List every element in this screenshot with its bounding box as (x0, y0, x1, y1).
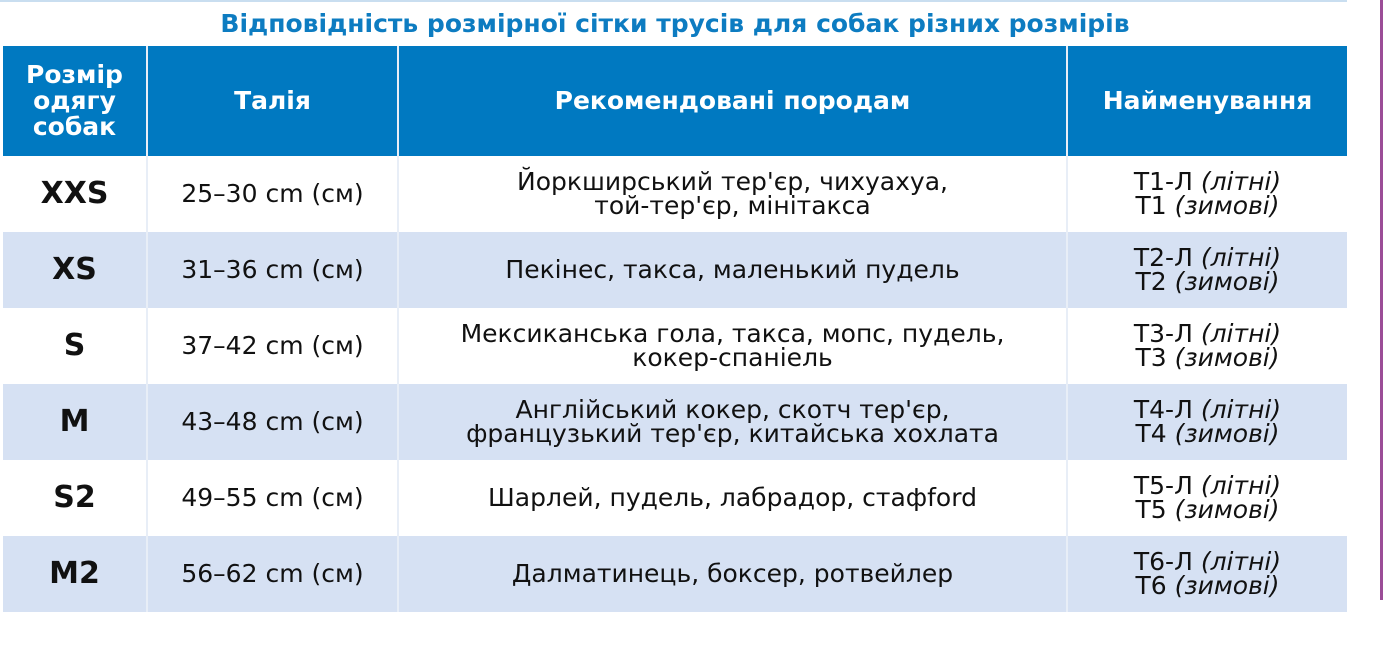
summer-name: Т6-Л (літні) (1068, 547, 1347, 576)
summer-name: Т1-Л (літні) (1068, 167, 1347, 196)
breeds-line: Йоркширський тер'єр, чихуахуа, (517, 167, 948, 196)
breeds-line: Далматинець, боксер, ротвейлер (511, 559, 954, 588)
waist-cell: 56–62 cm (см) (146, 536, 399, 612)
summer-name: Т4-Л (літні) (1068, 395, 1347, 424)
breeds-cell: Йоркширський тер'єр, чихуахуа, той-тер'єр… (397, 156, 1068, 232)
winter-code: Т3 (1135, 343, 1167, 372)
size-cell: S (3, 308, 148, 384)
breeds-cell: Англійський кокер, скотч тер'єр, французь… (397, 384, 1068, 460)
summer-code: Т6-Л (1133, 547, 1193, 576)
waist-cell: 49–55 cm (см) (146, 460, 399, 536)
table-row: S2 49–55 cm (см) Шарлей, пудель, лабрадор,… (3, 460, 1347, 536)
breeds-line: кокер-спаніель (632, 343, 833, 372)
breeds-cell: Пекінес, такса, маленький пудель (397, 232, 1068, 308)
header-size-line: Розмір (26, 60, 123, 89)
header-size-line: собак (32, 112, 117, 141)
header-name: Найменування (1066, 46, 1347, 156)
breeds-cell: Мексиканська гола, такса, мопс, пудель, к… (397, 308, 1068, 384)
winter-label: (зимові) (1174, 571, 1280, 600)
winter-name: Т3 (зимові) (1068, 343, 1347, 372)
breeds-line: Шарлей, пудель, лабрадор, стафford (488, 483, 977, 512)
winter-label: (зимові) (1174, 191, 1280, 220)
size-cell: XS (3, 232, 148, 308)
winter-code: Т6 (1135, 571, 1167, 600)
breeds-cell: Шарлей, пудель, лабрадор, стафford (397, 460, 1068, 536)
winter-code: Т1 (1135, 191, 1167, 220)
summer-label: (літні) (1200, 471, 1282, 500)
breeds-cell: Далматинець, боксер, ротвейлер (397, 536, 1068, 612)
name-cell: Т5-Л (літні) Т5 (зимові) (1066, 460, 1347, 536)
header-size-line: одягу (33, 86, 116, 115)
winter-name: Т1 (зимові) (1068, 191, 1347, 220)
top-divider (0, 0, 1347, 2)
summer-code: Т4-Л (1133, 395, 1193, 424)
winter-name: Т6 (зимові) (1068, 571, 1347, 600)
header-size: Розмір одягу собак (3, 46, 148, 156)
waist-cell: 31–36 cm (см) (146, 232, 399, 308)
winter-label: (зимові) (1174, 495, 1280, 524)
waist-cell: 43–48 cm (см) (146, 384, 399, 460)
waist-cell: 37–42 cm (см) (146, 308, 399, 384)
breeds-line: Пекінес, такса, маленький пудель (505, 255, 960, 284)
winter-name: Т5 (зимові) (1068, 495, 1347, 524)
size-cell: M2 (3, 536, 148, 612)
breeds-line: Мексиканська гола, такса, мопс, пудель, (460, 319, 1005, 348)
size-cell: XXS (3, 156, 148, 232)
header-waist: Талія (146, 46, 399, 156)
summer-code: Т1-Л (1133, 167, 1193, 196)
summer-name: Т5-Л (літні) (1068, 471, 1347, 500)
table-row: M 43–48 cm (см) Англійський кокер, скотч т… (3, 384, 1347, 460)
summer-code: Т2-Л (1133, 243, 1193, 272)
page-title: Відповідність розмірної сітки трусів для… (220, 9, 1130, 38)
breeds-line: той-тер'єр, мінітакса (594, 191, 871, 220)
name-cell: Т3-Л (літні) Т3 (зимові) (1066, 308, 1347, 384)
summer-label: (літні) (1200, 319, 1282, 348)
breeds-line: французький тер'єр, китайська хохлата (466, 419, 999, 448)
winter-name: Т4 (зимові) (1068, 419, 1347, 448)
winter-label: (зимові) (1174, 343, 1280, 372)
summer-label: (літні) (1200, 243, 1282, 272)
breeds-line: Англійський кокер, скотч тер'єр, (515, 395, 950, 424)
header-row: Розмір одягу собак Талія Рекомендовані п… (3, 46, 1347, 156)
table-row: XXS 25–30 cm (см) Йоркширський тер'єр, чих… (3, 156, 1347, 232)
size-cell: M (3, 384, 148, 460)
summer-label: (літні) (1200, 167, 1282, 196)
name-cell: Т1-Л (літні) Т1 (зимові) (1066, 156, 1347, 232)
summer-name: Т2-Л (літні) (1068, 243, 1347, 272)
waist-cell: 25–30 cm (см) (146, 156, 399, 232)
page-edge-border (1380, 0, 1383, 600)
size-cell: S2 (3, 460, 148, 536)
summer-code: Т5-Л (1133, 471, 1193, 500)
size-chart-table: Розмір одягу собак Талія Рекомендовані п… (3, 46, 1347, 612)
table-row: S 37–42 cm (см) Мексиканська гола, такса, … (3, 308, 1347, 384)
summer-label: (літні) (1200, 547, 1282, 576)
name-cell: Т6-Л (літні) Т6 (зимові) (1066, 536, 1347, 612)
header-breeds: Рекомендовані породам (397, 46, 1068, 156)
name-cell: Т2-Л (літні) Т2 (зимові) (1066, 232, 1347, 308)
table-row: XS 31–36 cm (см) Пекінес, такса, маленький… (3, 232, 1347, 308)
winter-label: (зимові) (1174, 419, 1280, 448)
table-row: M2 56–62 cm (см) Далматинець, боксер, ротв… (3, 536, 1347, 612)
winter-code: Т4 (1135, 419, 1167, 448)
winter-name: Т2 (зимові) (1068, 267, 1347, 296)
summer-label: (літні) (1200, 395, 1282, 424)
summer-name: Т3-Л (літні) (1068, 319, 1347, 348)
winter-code: Т2 (1135, 267, 1167, 296)
summer-code: Т3-Л (1133, 319, 1193, 348)
name-cell: Т4-Л (літні) Т4 (зимові) (1066, 384, 1347, 460)
winter-code: Т5 (1135, 495, 1167, 524)
winter-label: (зимові) (1174, 267, 1280, 296)
